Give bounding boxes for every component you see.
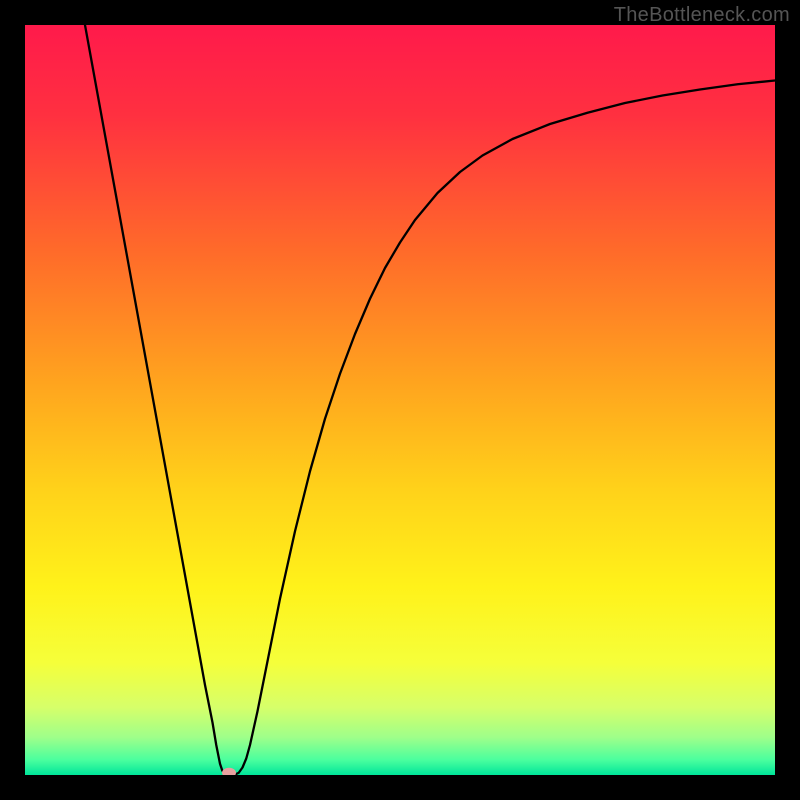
- chart-plot-area: [25, 25, 775, 775]
- chart-svg: [25, 25, 775, 775]
- chart-background: [25, 25, 775, 775]
- watermark-text: TheBottleneck.com: [614, 4, 790, 27]
